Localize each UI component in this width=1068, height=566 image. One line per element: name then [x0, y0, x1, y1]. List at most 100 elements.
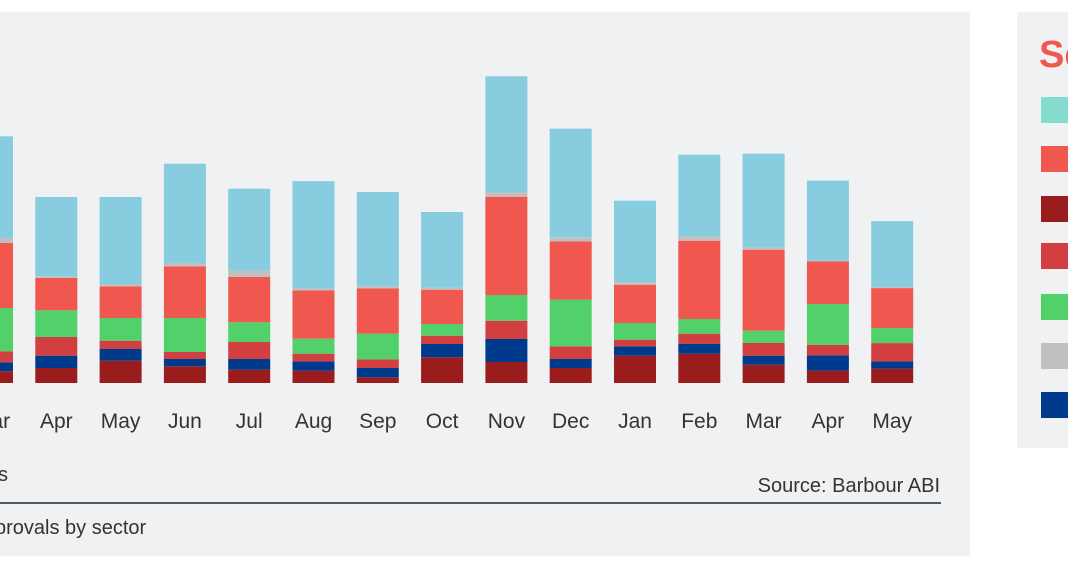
legend-swatch	[1041, 294, 1068, 320]
bar-segment-mar-1	[0, 362, 13, 372]
bar-segment-aug-4	[292, 290, 335, 339]
bar-segment-dec-2	[549, 346, 592, 359]
bar-segment-jun-5	[163, 263, 206, 267]
bar-segment-sep-1	[356, 368, 399, 378]
bar-segment-dec-6	[549, 128, 592, 238]
x-tick-label: Apr	[812, 410, 845, 433]
bar-segment-mar-5	[742, 247, 785, 250]
bar-segment-may-1	[99, 349, 142, 361]
bar-segment-apr-6	[35, 197, 78, 277]
bar-segment-apr-6	[806, 180, 849, 261]
bar-segment-mar-0	[0, 371, 13, 383]
bar-segment-sep-6	[356, 192, 399, 287]
bar-segment-jun-0	[163, 366, 206, 383]
legend-swatch	[1041, 146, 1068, 172]
bar-segment-apr-2	[35, 337, 78, 356]
bar-segment-sep-2	[356, 359, 399, 368]
bar-segment-feb-1	[678, 343, 721, 354]
bar-segment-oct-6	[421, 212, 464, 288]
bar-segment-may-1	[871, 361, 914, 369]
legend-swatch	[1041, 243, 1068, 269]
bar-segment-may-4	[99, 286, 142, 318]
bar-segment-may-5	[871, 287, 914, 289]
bar-segment-jan-1	[614, 346, 656, 356]
x-tick-label: Aug	[295, 410, 332, 433]
bar-segment-apr-5	[35, 276, 78, 278]
bar-segment-jun-4	[163, 266, 206, 318]
bar-segment-nov-0	[485, 362, 528, 383]
bar-segment-mar-4	[0, 243, 13, 308]
bar-segment-oct-0	[421, 357, 464, 383]
bar-segment-sep-0	[356, 377, 399, 383]
bar-segment-mar-3	[0, 308, 13, 352]
x-tick-label: Dec	[552, 410, 589, 433]
bar-segment-may-3	[99, 318, 142, 341]
bar-segment-sep-3	[356, 333, 399, 360]
x-tick-label: Apr	[40, 410, 73, 433]
bar-segment-jul-4	[228, 277, 271, 323]
bar-segment-oct-5	[421, 287, 464, 290]
bar-segment-jan-5	[614, 282, 656, 285]
bar-segment-aug-3	[292, 338, 335, 354]
bar-segment-jun-3	[163, 318, 206, 352]
bar-segment-apr-4	[35, 278, 78, 311]
x-tick-label: May	[872, 410, 912, 433]
bar-segment-oct-1	[421, 344, 464, 358]
bar-segment-aug-1	[292, 361, 335, 371]
legend-swatch	[1041, 392, 1068, 418]
bar-segment-may-0	[99, 360, 142, 383]
bar-segment-nov-3	[485, 295, 528, 321]
legend-title: Se	[1039, 34, 1068, 76]
legend-panel: Se	[1017, 12, 1068, 448]
bar-segment-may-3	[871, 328, 914, 344]
bar-segment-apr-1	[35, 355, 78, 368]
bar-segment-jan-3	[614, 323, 656, 340]
bar-segment-sep-5	[356, 286, 399, 289]
bar-segment-jan-4	[614, 284, 656, 323]
bar-segment-nov-1	[485, 339, 528, 362]
bar-segment-dec-5	[549, 237, 592, 242]
chart-caption: provals by sector	[0, 517, 147, 539]
x-tick-label: Mar	[746, 410, 782, 433]
bar-segment-nov-4	[485, 196, 528, 295]
bar-segment-may-2	[99, 340, 142, 349]
bar-segment-dec-3	[549, 299, 592, 347]
bar-segment-may-2	[871, 343, 914, 362]
bar-segment-may-6	[99, 197, 142, 284]
x-tick-label: Jul	[236, 410, 263, 433]
bar-segment-mar-6	[742, 153, 785, 248]
bar-segment-feb-6	[678, 154, 721, 237]
bar-segment-apr-4	[806, 261, 849, 304]
bar-segment-feb-3	[678, 319, 721, 334]
x-tick-label: Nov	[488, 410, 526, 433]
x-tick-label: Jan	[618, 410, 652, 433]
bar-segment-feb-0	[678, 353, 721, 383]
x-tick-label: Mar	[0, 410, 10, 433]
bar-segment-jan-2	[614, 339, 656, 347]
bar-segment-jul-1	[228, 359, 271, 370]
bar-segment-jan-0	[614, 355, 656, 383]
bar-segment-apr-0	[35, 368, 78, 383]
bar-segment-feb-5	[678, 236, 721, 241]
legend-swatch	[1041, 343, 1068, 369]
bar-segment-jul-3	[228, 322, 271, 342]
bar-segment-apr-2	[806, 344, 849, 356]
bar-segment-feb-2	[678, 333, 721, 344]
bar-segment-may-0	[871, 368, 914, 383]
divider-line	[0, 502, 941, 504]
x-tick-label: Jun	[168, 410, 202, 433]
stacked-bar-chart: Mar Apr May Jun Jul Aug Sep Oct Nov Dec Jan Feb Mar A…	[0, 76, 914, 433]
bar-segment-mar-6	[0, 136, 13, 238]
bar-segment-oct-4	[421, 289, 464, 324]
bar-segment-jun-1	[163, 359, 206, 367]
source-note: Source: Barbour ABI	[757, 475, 940, 497]
bar-segment-aug-2	[292, 353, 335, 362]
bar-segment-apr-5	[806, 260, 849, 262]
bar-segment-aug-0	[292, 370, 335, 383]
bars-group	[0, 76, 914, 383]
bar-segment-mar-0	[742, 364, 785, 383]
legend-swatch	[1041, 196, 1068, 222]
bar-segment-may-4	[871, 288, 914, 329]
bar-segment-nov-5	[485, 192, 528, 197]
bar-segment-dec-1	[549, 359, 592, 368]
